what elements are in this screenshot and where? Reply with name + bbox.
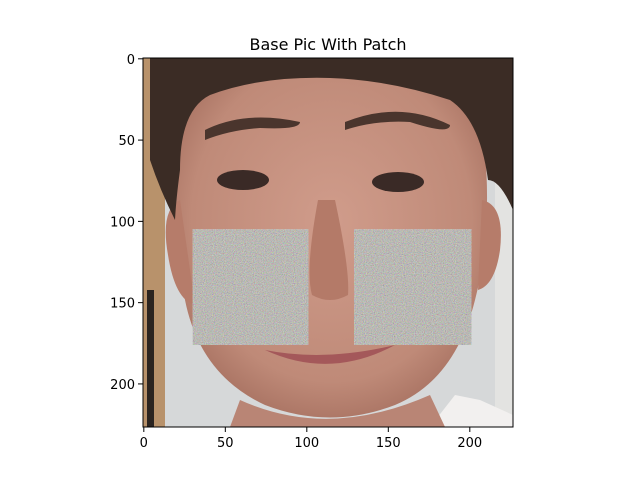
shirt-collar [430,395,513,427]
image-area [143,58,513,427]
y-tick-label-3: 150 [110,297,135,312]
right-ear [478,200,501,290]
x-tick-label-3: 150 [376,436,401,451]
left-eyebrow [205,117,300,140]
right-cheek-patch [354,229,472,345]
x-tick-label-1: 50 [217,436,234,451]
x-tick-label-0: 0 [140,436,148,451]
y-axis: 0 50 100 150 200 [110,53,143,393]
y-tick-label-4: 200 [110,378,135,393]
right-eye [372,172,424,192]
y-tick-label-2: 100 [110,215,135,230]
left-eye [217,170,269,190]
x-tick-label-2: 100 [294,436,319,451]
x-axis: 0 50 100 150 200 [140,427,482,451]
mouth [265,345,395,364]
chart-title: Base Pic With Patch [249,35,406,54]
neck [230,395,445,427]
x-tick-label-4: 200 [457,436,482,451]
y-tick-label-1: 50 [118,134,135,149]
y-tick-label-0: 0 [127,53,135,68]
door-frame [147,290,154,427]
left-cheek-patch [192,229,309,345]
right-eyebrow [345,111,450,130]
hair [150,58,513,220]
axes-frame [142,57,514,428]
nose [309,200,349,300]
left-ear [165,200,195,305]
